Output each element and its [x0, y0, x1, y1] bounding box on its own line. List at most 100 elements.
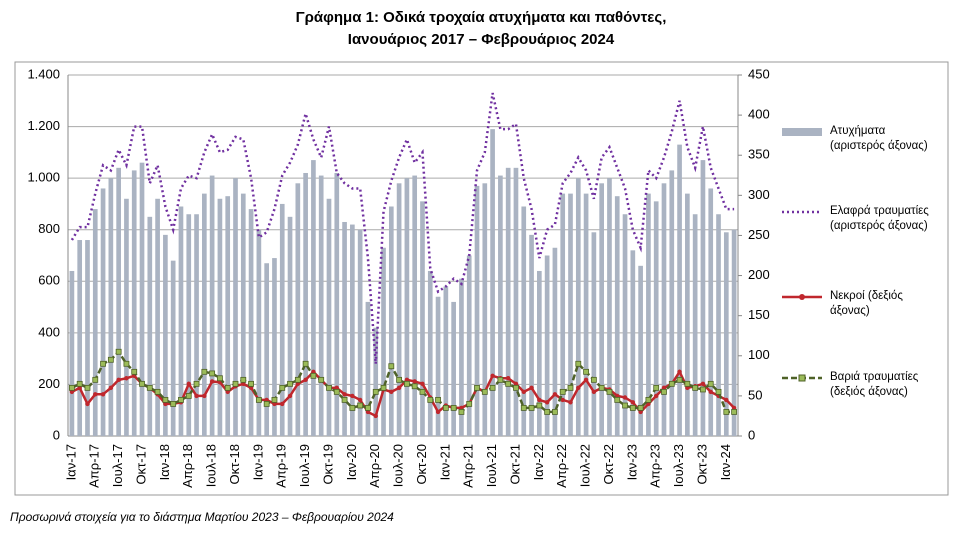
x-tick-label: Απρ-22	[554, 444, 569, 488]
point	[124, 376, 129, 381]
point	[591, 389, 597, 395]
y2-tick-label: 0	[748, 427, 755, 442]
point	[528, 405, 535, 411]
x-tick-label: Οκτ-22	[601, 444, 616, 485]
point	[490, 373, 495, 379]
point	[590, 376, 597, 383]
point	[692, 384, 699, 391]
point	[326, 384, 332, 391]
y2-tick-label: 50	[748, 387, 762, 402]
bar	[326, 198, 332, 436]
bar	[194, 214, 199, 436]
point	[84, 384, 91, 391]
x-tick-label: Ιαν-24	[718, 444, 733, 480]
bar	[388, 206, 394, 436]
point	[685, 385, 690, 391]
point	[123, 360, 130, 367]
bar	[591, 232, 597, 436]
point	[349, 405, 356, 411]
point	[202, 393, 207, 399]
point	[552, 409, 558, 415]
point	[481, 388, 488, 395]
footnote: Προσωρινά στοιχεία για το διάστημα Μαρτί…	[10, 510, 394, 524]
x-tick-label: Οκτ-17	[133, 444, 148, 485]
point	[435, 409, 441, 415]
x-tick-label: Ιουλ-19	[297, 444, 312, 487]
bar	[513, 167, 519, 437]
bar	[653, 201, 659, 436]
bar	[357, 229, 363, 436]
y2-tick-label: 350	[748, 147, 770, 162]
bar	[544, 255, 550, 436]
point	[365, 409, 371, 415]
bar	[124, 198, 129, 436]
point	[77, 385, 82, 391]
legend-entry: Ελαφρά τραυματίες (αριστερός άξονας)	[830, 205, 929, 232]
bar	[466, 255, 472, 436]
bar	[178, 206, 184, 436]
point	[544, 409, 551, 415]
point	[271, 396, 278, 403]
point	[450, 405, 457, 411]
point	[334, 385, 339, 391]
bar	[451, 301, 456, 436]
point	[357, 402, 364, 409]
point	[622, 402, 628, 409]
x-tick-label: Οκτ-19	[320, 444, 335, 485]
x-tick-label: Απρ-17	[87, 444, 102, 488]
bar	[303, 172, 308, 436]
bar	[381, 247, 386, 436]
bar	[490, 129, 495, 436]
point	[170, 401, 177, 407]
point	[474, 384, 480, 391]
bar	[295, 183, 301, 436]
bar	[139, 162, 145, 436]
bar	[568, 193, 573, 436]
point	[389, 389, 394, 395]
point	[396, 385, 402, 391]
bar	[311, 160, 316, 437]
point	[724, 397, 729, 403]
point	[116, 377, 121, 383]
x-tick-label: Απρ-18	[180, 444, 195, 488]
point	[537, 397, 542, 403]
legend-marker	[798, 374, 806, 382]
x-tick-label: Ιαν-18	[157, 444, 172, 480]
bar	[731, 229, 737, 436]
chart-frame	[14, 61, 949, 496]
x-tick-label: Ιαν-23	[624, 444, 639, 480]
y-tick-label: 0	[53, 427, 60, 442]
chart-title: Γράφημα 1: Οδικά τροχαία ατυχήματα και π…	[296, 9, 667, 26]
series-line	[70, 92, 735, 364]
x-tick-label: Οκτ-20	[414, 444, 429, 485]
point	[209, 370, 216, 377]
point	[552, 392, 558, 397]
bar	[342, 221, 347, 436]
point	[178, 396, 184, 403]
bar	[155, 198, 160, 436]
point	[154, 388, 161, 395]
bar	[225, 196, 231, 436]
point	[100, 392, 106, 397]
point	[723, 409, 730, 415]
point	[505, 376, 511, 381]
bar	[474, 185, 480, 436]
bar	[264, 263, 269, 436]
point	[85, 401, 90, 407]
point	[583, 368, 589, 375]
point	[280, 401, 285, 407]
y2-tick-label: 450	[748, 66, 770, 81]
y2-tick-label: 400	[748, 107, 770, 122]
point	[427, 396, 434, 403]
point	[333, 388, 340, 395]
bar	[373, 327, 379, 436]
point	[458, 409, 465, 415]
point	[68, 384, 75, 391]
bar	[560, 193, 566, 436]
bar	[116, 167, 121, 437]
point	[637, 405, 644, 411]
point	[560, 397, 565, 403]
x-tick-label: Ιουλ-23	[671, 444, 686, 487]
